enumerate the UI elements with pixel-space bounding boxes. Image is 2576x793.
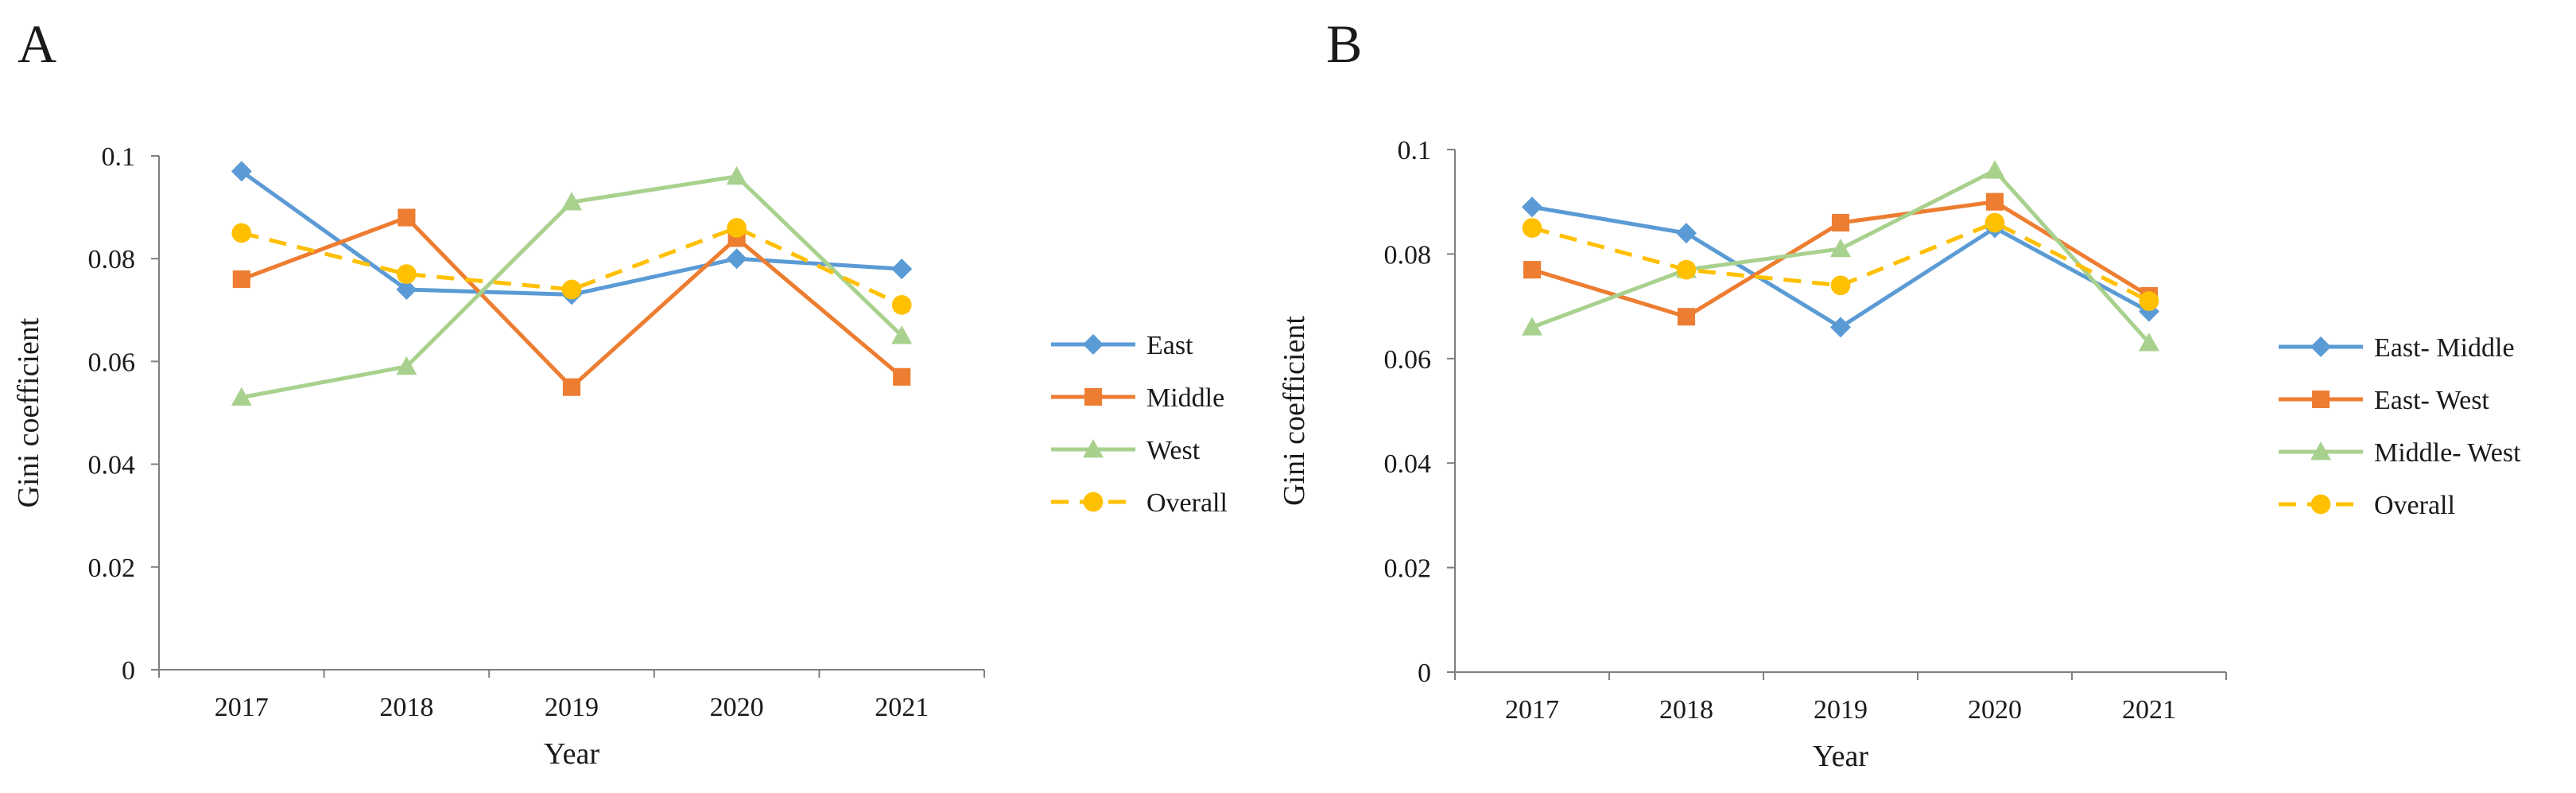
y-tick-label: 0.08	[88, 245, 136, 274]
y-tick-label: 0.04	[88, 451, 136, 480]
legend-label: Middle	[1146, 383, 1224, 413]
panel-label: A	[17, 14, 56, 74]
y-axis-title: Gini coefficient	[1278, 316, 1311, 506]
data-point	[893, 367, 911, 386]
data-point	[396, 356, 417, 375]
data-point	[231, 387, 252, 406]
y-tick-label: 0.08	[1384, 240, 1432, 270]
x-tick-label: 2019	[545, 693, 599, 722]
legend-marker	[2310, 336, 2331, 357]
y-tick-label: 0	[122, 656, 135, 686]
legend-item: East- West	[2279, 386, 2489, 415]
legend-item: Middle	[1051, 383, 1224, 413]
data-point	[1522, 218, 1542, 238]
legend: East Middle West Overall	[1051, 331, 1228, 518]
y-tick-label: 0.04	[1384, 449, 1432, 479]
legend-label: East- Middle	[2374, 333, 2515, 363]
y-tick-label: 0.06	[1384, 345, 1432, 375]
data-point	[891, 294, 912, 315]
data-point	[231, 223, 252, 243]
legend-marker	[2310, 494, 2331, 515]
data-point	[1523, 261, 1542, 279]
data-point	[561, 279, 582, 300]
series-west	[231, 165, 913, 406]
series-line	[240, 169, 902, 297]
data-point	[891, 259, 913, 280]
chart-panel-b: B 0 0.02 0.04 0.06 0.08 0.1 2017 2018 2019 2020 202…	[1278, 14, 2521, 773]
data-point	[1830, 238, 1851, 258]
data-point	[726, 248, 747, 270]
data-point	[1984, 160, 2005, 179]
legend-item: East- Middle	[2279, 333, 2515, 363]
x-tick-label: 2018	[1659, 695, 1713, 725]
x-axis-title: Year	[1813, 740, 1868, 773]
legend-marker	[1083, 334, 1104, 355]
legend-item: Middle- West	[2279, 438, 2521, 468]
y-axis-title: Gini coefficient	[12, 317, 45, 507]
data-point	[1522, 317, 1542, 336]
x-tick-label: 2018	[379, 693, 433, 722]
data-point	[1985, 192, 2004, 211]
legend-item: East	[1051, 331, 1193, 360]
data-point	[396, 278, 417, 300]
x-tick-label: 2020	[1968, 695, 2022, 725]
y-tick-label: 0	[1418, 659, 1431, 688]
data-point	[727, 218, 747, 238]
y-tick-label: 0.1	[1398, 136, 1432, 165]
x-tick-label: 2017	[215, 693, 269, 722]
y-tick-label: 0.02	[88, 554, 136, 583]
data-point	[1830, 317, 1851, 338]
legend: East- Middle East- West Middle- West Overal…	[2279, 333, 2521, 520]
legend-item: Overall	[1051, 488, 1228, 518]
x-tick-label: 2021	[875, 693, 929, 722]
legend-item: Overall	[2279, 491, 2455, 520]
data-point	[561, 192, 582, 211]
chart-panel-a: A 0 0.02 0.04 0.06 0.08 0.1 2017 2018 2019 2020 202…	[12, 14, 1228, 771]
data-point	[1677, 308, 1696, 326]
legend-marker	[1083, 492, 1104, 512]
data-point	[397, 264, 417, 284]
series-overall	[1522, 212, 2159, 311]
data-point	[1830, 275, 1851, 296]
legend-label: West	[1146, 436, 1201, 465]
data-point	[1522, 196, 1542, 218]
legend-marker	[2311, 390, 2330, 409]
series-line	[241, 225, 903, 307]
y-tick-label: 0.06	[88, 348, 136, 377]
data-point	[562, 378, 581, 396]
legend-item: West	[1051, 436, 1201, 465]
legend-marker	[2310, 441, 2331, 461]
data-point	[1831, 213, 1850, 232]
data-point	[231, 161, 252, 182]
data-point	[232, 270, 250, 289]
legend-label: Middle- West	[2374, 438, 2521, 468]
x-tick-label: 2020	[710, 693, 764, 722]
legend-label: Overall	[2374, 491, 2455, 520]
legend-label: East- West	[2374, 386, 2489, 415]
data-point	[2139, 332, 2159, 352]
x-tick-label: 2021	[2122, 695, 2176, 725]
y-tick-label: 0.02	[1384, 554, 1432, 584]
legend-label: East	[1146, 331, 1193, 360]
data-point	[1676, 259, 1697, 280]
data-point	[1676, 223, 1697, 244]
x-tick-label: 2017	[1505, 695, 1559, 725]
y-tick-label: 0.1	[102, 142, 136, 172]
panel-label: B	[1326, 14, 1362, 74]
data-point	[398, 208, 416, 227]
series-overall	[231, 218, 912, 315]
x-tick-label: 2019	[1814, 695, 1868, 725]
data-point	[1984, 212, 2005, 233]
legend-marker	[1083, 439, 1104, 458]
data-point	[726, 165, 747, 185]
legend-marker	[1084, 387, 1103, 406]
x-axis-title: Year	[544, 737, 599, 771]
data-point	[891, 325, 913, 344]
data-point	[2139, 291, 2159, 311]
legend-label: Overall	[1146, 488, 1228, 518]
